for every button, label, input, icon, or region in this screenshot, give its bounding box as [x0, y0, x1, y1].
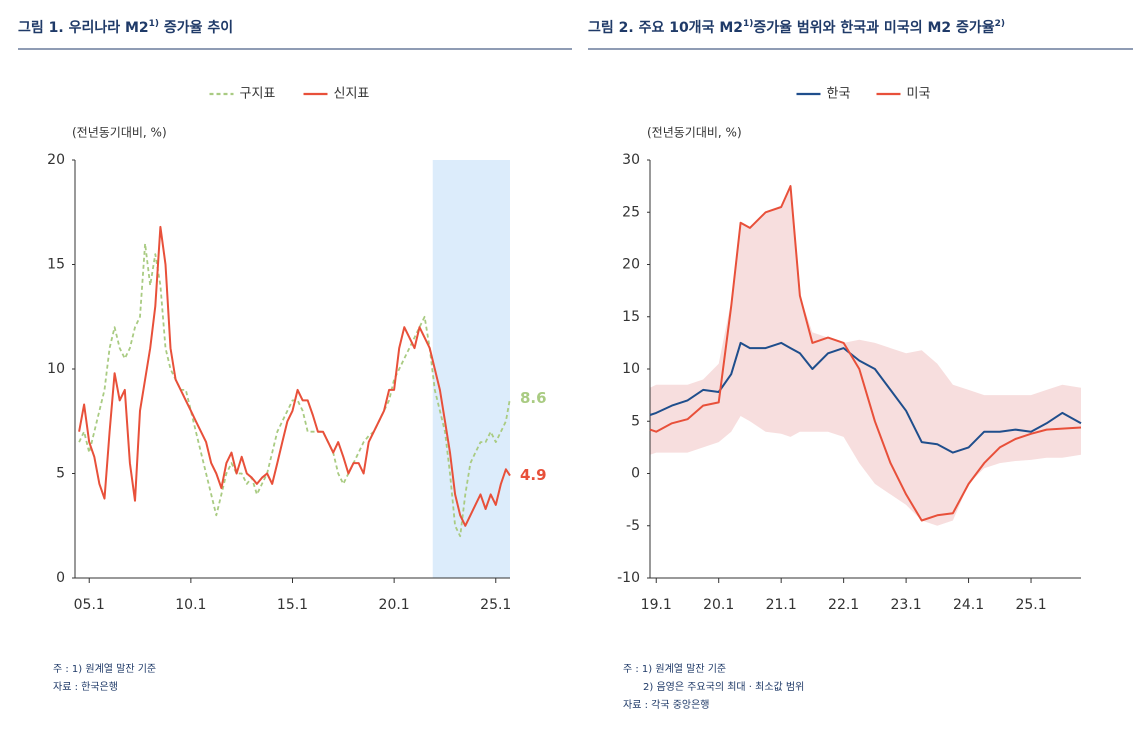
y-tick-label: 10: [622, 361, 640, 377]
legend-label: 신지표: [334, 87, 370, 102]
x-tick-label: 20.1: [703, 597, 734, 613]
title-text: 증가율 범위와 한국과 미국의 M2 증가율: [753, 19, 994, 36]
x-tick-label: 19.1: [641, 597, 672, 613]
x-tick-label: 23.1: [891, 597, 922, 613]
highlight-region: [432, 160, 510, 578]
series-line: [649, 341, 1082, 454]
title-superscript: 2): [995, 19, 1005, 29]
y-tick-label: -5: [626, 518, 640, 534]
x-tick-label: 25.1: [1015, 597, 1046, 613]
title-superscript: 1): [149, 19, 159, 29]
title-text: 그림 2. 주요 10개국 M2: [588, 20, 743, 36]
legend-label: 한국: [827, 87, 851, 102]
legend-label: 구지표: [240, 87, 276, 102]
y-tick-label: 0: [631, 466, 640, 482]
footnote: 주 : 1) 원계열 말잔 기준: [623, 663, 726, 675]
chart-title: 그림 2. 주요 10개국 M21)증가율 범위와 한국과 미국의 M2 증가율…: [588, 19, 1005, 37]
y-tick-label: 25: [622, 204, 640, 220]
title-text: 증가율 추이: [159, 19, 233, 36]
x-tick-label: 20.1: [379, 597, 410, 613]
y-tick-label: 10: [47, 361, 65, 377]
footnote: 주 : 1) 원계열 말잔 기준: [53, 663, 156, 675]
y-axis-label: (전년동기대비, %): [72, 126, 167, 140]
legend-label: 미국: [907, 87, 931, 102]
chart-title: 그림 1. 우리나라 M21) 증가율 추이: [18, 19, 233, 37]
y-axis-label: (전년동기대비, %): [647, 126, 742, 140]
y-tick-label: 5: [631, 413, 640, 429]
y-tick-label: 0: [56, 570, 65, 586]
footnote: 2) 음영은 주요국의 최대 · 최소값 범위: [643, 680, 804, 693]
end-label: 8.6: [520, 389, 547, 407]
y-tick-label: 20: [47, 152, 65, 168]
x-tick-label: 25.1: [480, 597, 511, 613]
end-label: 4.9: [520, 466, 547, 484]
x-tick-label: 22.1: [828, 597, 859, 613]
x-tick-label: 10.1: [175, 597, 206, 613]
x-tick-label: 21.1: [766, 597, 797, 613]
x-tick-label: 05.1: [74, 597, 105, 613]
y-tick-label: 15: [622, 309, 640, 325]
series-line: [78, 225, 511, 527]
series-line: [649, 185, 1082, 522]
title-text: 그림 1. 우리나라 M2: [18, 20, 149, 36]
y-tick-label: 20: [622, 257, 640, 273]
x-tick-label: 15.1: [277, 597, 308, 613]
footnote: 자료 : 각국 중앙은행: [623, 699, 710, 711]
y-tick-label: -10: [617, 570, 640, 586]
y-tick-label: 5: [56, 466, 65, 482]
y-tick-label: 30: [622, 152, 640, 168]
y-tick-label: 15: [47, 257, 65, 273]
range-band: [650, 186, 1081, 526]
title-superscript: 1): [743, 19, 753, 29]
x-tick-label: 24.1: [953, 597, 984, 613]
footnote: 자료 : 한국은행: [53, 681, 118, 693]
